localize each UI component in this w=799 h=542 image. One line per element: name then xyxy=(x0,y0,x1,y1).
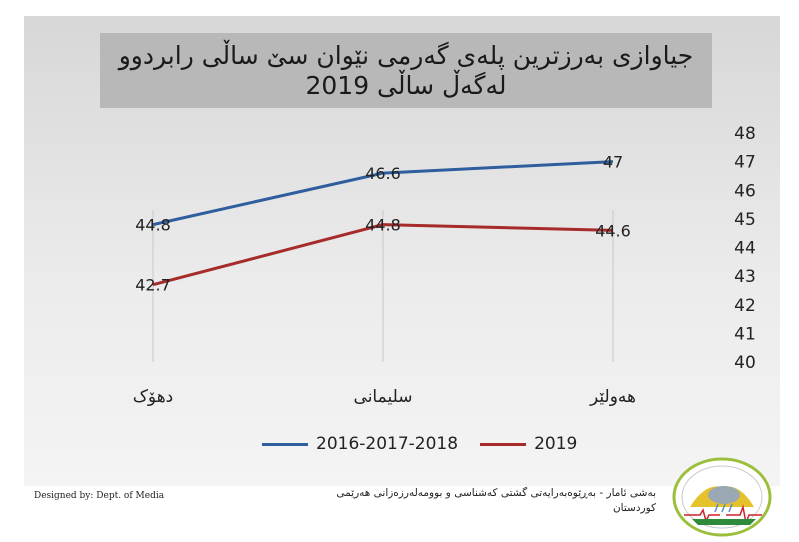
y-tick-label: 44 xyxy=(734,239,756,259)
legend-item-2016-2018: 2016-2017-2018 xyxy=(262,434,458,454)
data-label: 44.8 xyxy=(365,216,401,235)
organization-name-line1: بەشی ئامار - بەڕێوەبەرایەتی گشتی کەشناسی… xyxy=(336,487,656,499)
x-category-label: هەولێر xyxy=(589,387,636,407)
legend-swatch-2019 xyxy=(480,442,527,446)
data-label: 42.7 xyxy=(135,276,171,295)
y-tick-label: 48 xyxy=(734,124,756,144)
data-label: 44.8 xyxy=(135,216,171,235)
y-tick-label: 42 xyxy=(734,296,756,316)
chart-legend: 2016-2017-2018 2019 xyxy=(262,432,599,456)
chart-title: جیاوازی بەرزترین پلەی گەرمی نێوان سێ ساڵ… xyxy=(100,33,712,108)
data-label: 47 xyxy=(603,153,623,172)
organization-name: بەشی ئامار - بەڕێوەبەرایەتی گشتی کەشناسی… xyxy=(300,486,656,516)
y-tick-label: 46 xyxy=(734,181,756,201)
data-label: 46.6 xyxy=(365,164,401,183)
x-category-label: دهۆک xyxy=(133,387,174,407)
designer-credit: Designed by: Dept. of Media xyxy=(34,491,165,501)
chart-title-line2: لەگەڵ ساڵی 2019 xyxy=(305,71,507,100)
legend-label-2016-2018: 2016-2017-2018 xyxy=(316,434,459,454)
organization-name-line2: کوردستان xyxy=(612,502,656,514)
x-category-label: سلیمانی xyxy=(354,387,413,407)
y-tick-label: 45 xyxy=(734,210,756,230)
data-label: 44.6 xyxy=(595,221,631,240)
y-tick-label: 47 xyxy=(734,153,756,173)
y-tick-label: 43 xyxy=(734,267,756,287)
legend-swatch-2016-2018 xyxy=(262,442,308,446)
chart-title-line1: جیاوازی بەرزترین پلەی گەرمی نێوان سێ ساڵ… xyxy=(118,41,694,70)
legend-label-2019: 2019 xyxy=(534,434,578,454)
y-tick-label: 40 xyxy=(734,353,756,373)
meteorology-logo-icon xyxy=(672,457,772,537)
series-line-0 xyxy=(152,160,614,227)
y-tick-label: 41 xyxy=(734,324,756,344)
legend-item-2019: 2019 xyxy=(480,434,577,454)
series-line-1 xyxy=(152,223,614,287)
